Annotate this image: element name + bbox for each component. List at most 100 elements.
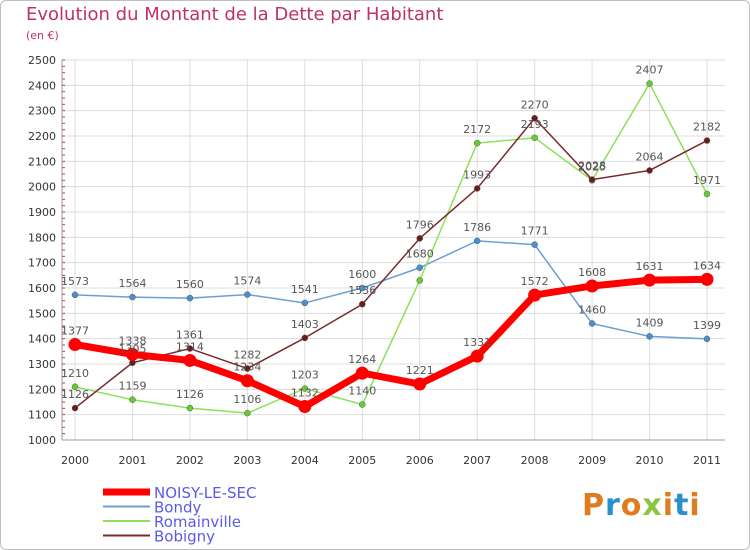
y-tick-label: 1000 [28, 434, 56, 447]
data-label-noisy-le-sec: 1572 [521, 275, 549, 288]
data-label-noisy-le-sec: 1608 [578, 266, 606, 279]
data-label-bobigny: 1536 [348, 284, 376, 297]
logo-letter: P [582, 488, 605, 523]
point-noisy-le-sec [528, 288, 542, 302]
data-label-bondy: 1409 [636, 316, 664, 329]
series-line-bondy [74, 240, 708, 340]
y-tick-label: 1300 [28, 358, 56, 371]
point-noisy-le-sec [125, 347, 139, 361]
logo-letter: i [689, 488, 701, 523]
point-bondy [703, 335, 711, 343]
point-bobigny [359, 300, 366, 308]
grid [62, 59, 725, 441]
point-romainville [186, 404, 194, 412]
data-label-bobigny: 1993 [463, 168, 491, 181]
data-label-bondy: 1460 [578, 303, 606, 316]
data-label-noisy-le-sec: 1132 [291, 387, 319, 400]
point-romainville [416, 277, 423, 284]
data-label-romainville: 2172 [463, 123, 491, 136]
point-bondy [473, 237, 481, 245]
logo-letter: o [620, 488, 643, 523]
x-tick-label: 2010 [636, 454, 664, 467]
data-label-romainville: 2193 [521, 118, 549, 131]
x-tick-label: 2001 [118, 454, 146, 467]
point-noisy-le-sec [413, 377, 427, 391]
data-label-bondy: 1399 [693, 319, 721, 332]
data-label-bondy: 1574 [233, 275, 261, 288]
x-tick-label: 2003 [233, 454, 261, 467]
data-label-romainville: 1126 [176, 388, 204, 401]
data-label-romainville: 2025 [578, 160, 606, 173]
point-romainville [359, 401, 366, 408]
data-label-bobigny: 2028 [578, 160, 606, 173]
data-label-bondy: 1564 [118, 277, 146, 290]
data-label-bondy: 1680 [406, 248, 434, 261]
y-tick-label: 1800 [28, 231, 56, 244]
data-label-bondy: 1771 [521, 225, 549, 238]
data-label-romainville: 1106 [233, 393, 261, 406]
point-bondy [129, 293, 136, 301]
chart-title: Evolution du Montant de la Dette par Hab… [26, 4, 444, 25]
data-label-bobigny: 1403 [291, 318, 319, 331]
data-label-bobigny: 1796 [406, 218, 434, 231]
point-bondy [588, 320, 596, 327]
point-bobigny [416, 235, 423, 242]
series-line-noisy-le-sec [71, 275, 711, 411]
data-label-noisy-le-sec: 1234 [233, 361, 261, 374]
data-label-bondy: 1541 [291, 283, 319, 296]
data-label-romainville: 1971 [693, 174, 721, 187]
legend-label-noisy-le-sec: NOISY-LE-SEC [154, 484, 257, 502]
point-bobigny [244, 365, 251, 372]
y-tick-label: 2000 [28, 181, 56, 194]
data-label-noisy-le-sec: 1314 [176, 340, 204, 353]
point-romainville [531, 134, 538, 142]
point-bobigny [588, 176, 596, 183]
x-tick-label: 2011 [693, 454, 721, 467]
axes: 1000 1100 1200 1300 1400 1500 1600 1700 1800 1900… [28, 54, 725, 467]
logo-letter: i [662, 488, 675, 523]
data-label-romainville: 1203 [291, 369, 319, 382]
y-tick-label: 1100 [28, 409, 56, 422]
point-noisy-le-sec [240, 374, 254, 388]
data-label-bobigny: 2270 [521, 98, 549, 111]
point-noisy-le-sec [585, 279, 599, 293]
point-noisy-le-sec [183, 353, 197, 367]
point-noisy-le-sec [643, 273, 657, 287]
data-label-noisy-le-sec: 1631 [636, 260, 664, 273]
point-bobigny [531, 115, 538, 122]
legend-label-bobigny: Bobigny [154, 528, 215, 546]
proxiti-logo: Proxiti [582, 488, 701, 523]
data-label-bobigny: 2064 [636, 150, 664, 163]
chart-unit: (en €) [26, 29, 59, 42]
series-line-bobigny [74, 117, 708, 409]
x-tick-label: 2007 [463, 454, 491, 467]
y-tick-label: 1500 [28, 307, 56, 320]
y-tick-label: 2400 [28, 79, 56, 92]
data-label-bondy: 1560 [176, 278, 204, 291]
y-tick-label: 1200 [28, 383, 56, 396]
point-noisy-le-sec [298, 400, 312, 414]
data-label-noisy-le-sec: 1377 [61, 324, 89, 337]
point-bobigny [301, 334, 309, 342]
data-label-bobigny: 1361 [176, 329, 204, 342]
data-label-noisy-le-sec: 1331 [463, 336, 491, 349]
y-tick-label: 1600 [28, 282, 56, 295]
data-label-noisy-le-sec: 1221 [406, 364, 434, 377]
data-label-romainville: 1210 [61, 367, 89, 380]
plot-area [62, 60, 725, 440]
data-label-bobigny: 2182 [693, 121, 721, 134]
legend-label-romainville: Romainville [154, 513, 241, 531]
data-label-romainville: 1159 [118, 380, 146, 393]
point-bobigny [646, 167, 653, 174]
x-tick-label: 2004 [291, 454, 319, 467]
data-label-bondy: 1573 [61, 275, 89, 288]
x-tick-label: 2005 [348, 454, 376, 467]
data-label-noisy-le-sec: 1634 [693, 259, 721, 272]
x-tick-label: 2006 [406, 454, 434, 467]
point-romainville [473, 139, 481, 147]
x-tick-label: 2000 [61, 454, 89, 467]
data-label-bobigny: 1282 [233, 349, 261, 362]
data-label-noisy-le-sec: 1338 [118, 334, 146, 347]
logo-letter: r [605, 488, 621, 523]
